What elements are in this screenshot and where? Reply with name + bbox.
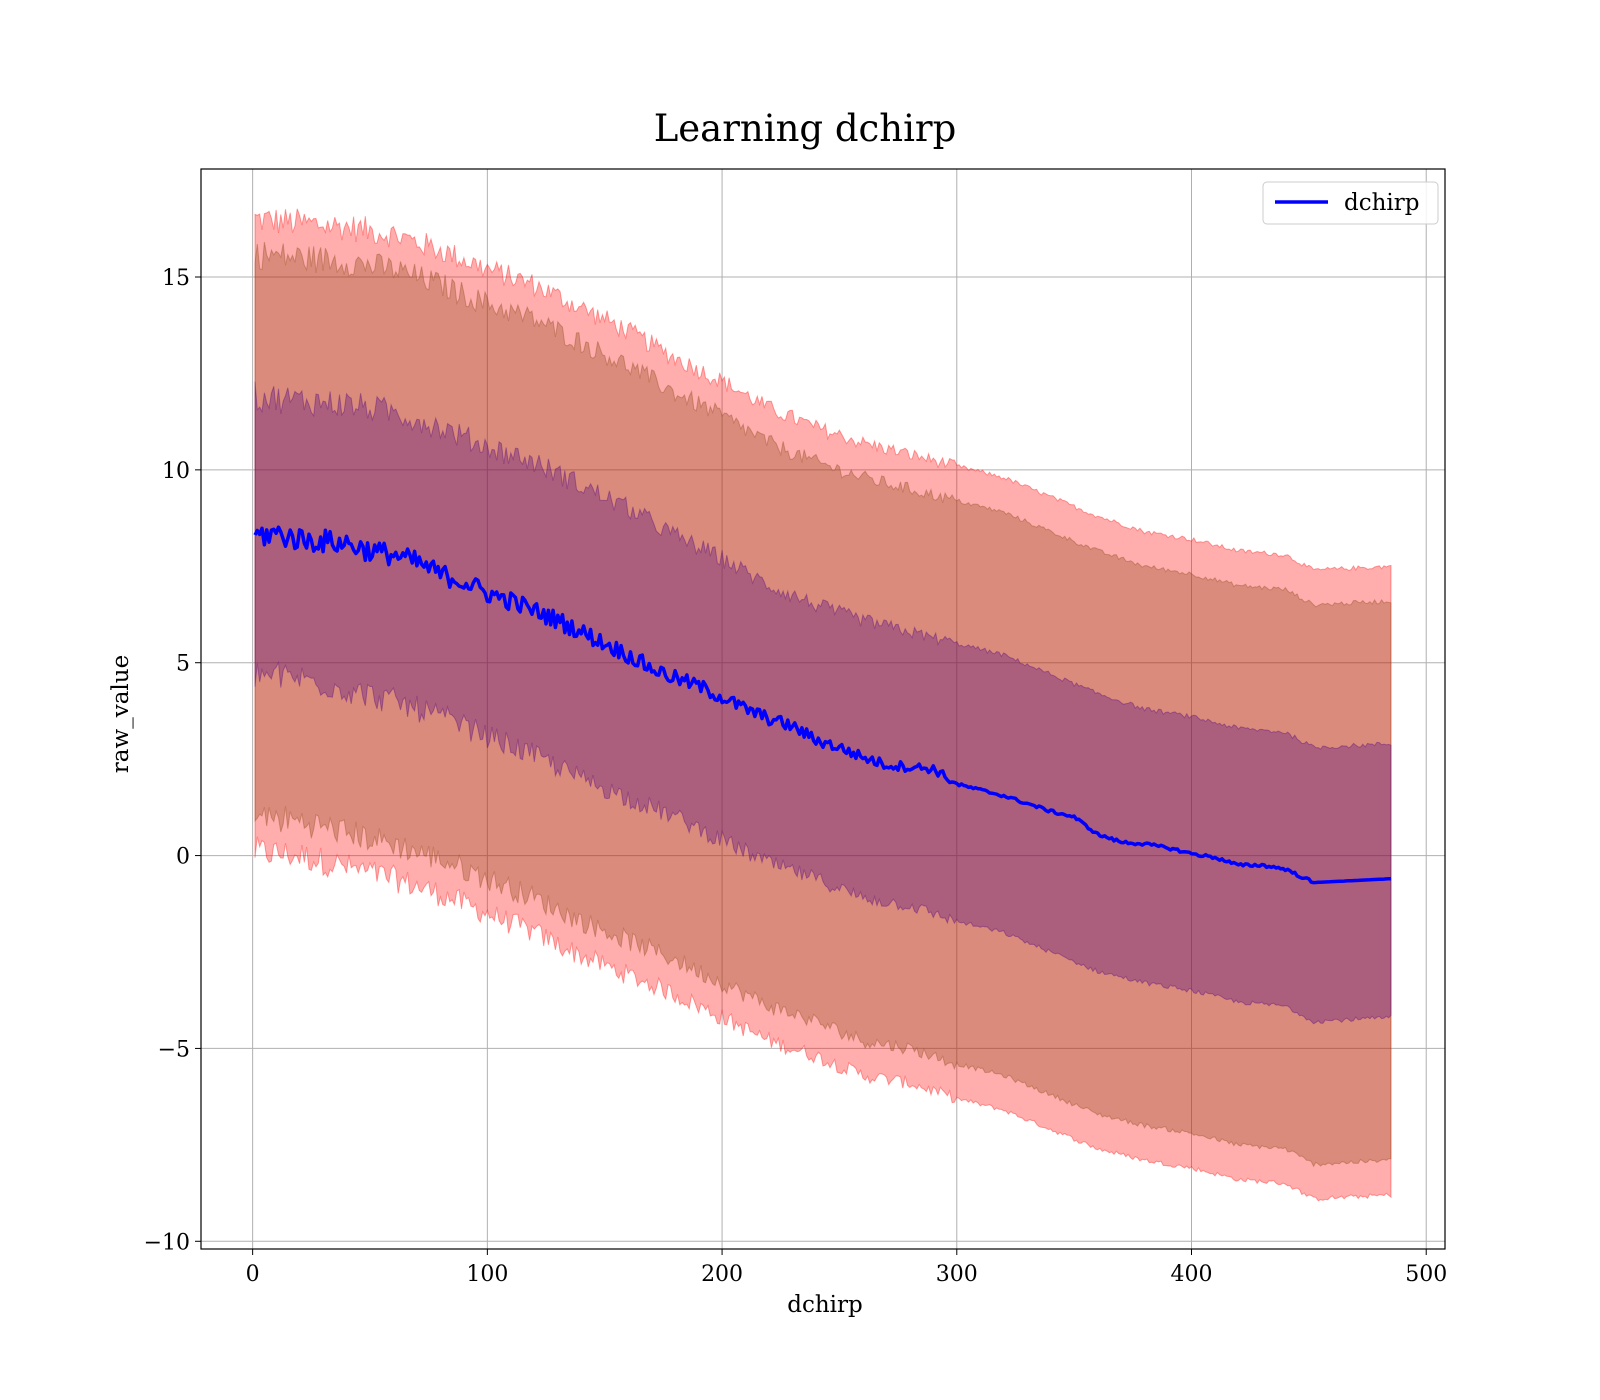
y-tick-label: 5: [176, 652, 190, 677]
band-inner: [254, 381, 1392, 1025]
y-tick-label: −10: [144, 1230, 190, 1255]
series-line-dchirp: [253, 525, 1392, 885]
y-tick-label: −5: [158, 1037, 190, 1062]
chart-title: Learning dchirp: [654, 107, 957, 150]
plot-frame: [200, 168, 1446, 1250]
grid: [201, 169, 1445, 1249]
y-tick-label: 15: [162, 266, 190, 291]
legend-box: [1262, 181, 1439, 225]
y-axis-ticks: −10 −5 0 5 10 15: [144, 266, 201, 1255]
x-axis-label: dchirp: [787, 1292, 863, 1318]
y-tick-label: 0: [176, 845, 190, 870]
x-tick-label: 100: [466, 1262, 508, 1287]
band-middle: [254, 241, 1392, 1168]
x-tick-label: 400: [1171, 1262, 1213, 1287]
bands: [254, 208, 1392, 1202]
legend: dchirp: [1262, 181, 1439, 225]
band-outer: [254, 208, 1392, 1202]
y-tick-label: 10: [162, 459, 190, 484]
series-lines: [253, 525, 1392, 885]
x-tick-label: 200: [701, 1262, 743, 1287]
x-axis-ticks: 0 100 200 300 400 500: [246, 1249, 1447, 1287]
x-tick-label: 300: [936, 1262, 978, 1287]
y-axis-label: raw_value: [108, 655, 134, 773]
x-tick-label: 0: [246, 1262, 260, 1287]
x-tick-label: 500: [1405, 1262, 1447, 1287]
plot-area: [200, 168, 1446, 1250]
legend-label: dchirp: [1344, 190, 1420, 216]
